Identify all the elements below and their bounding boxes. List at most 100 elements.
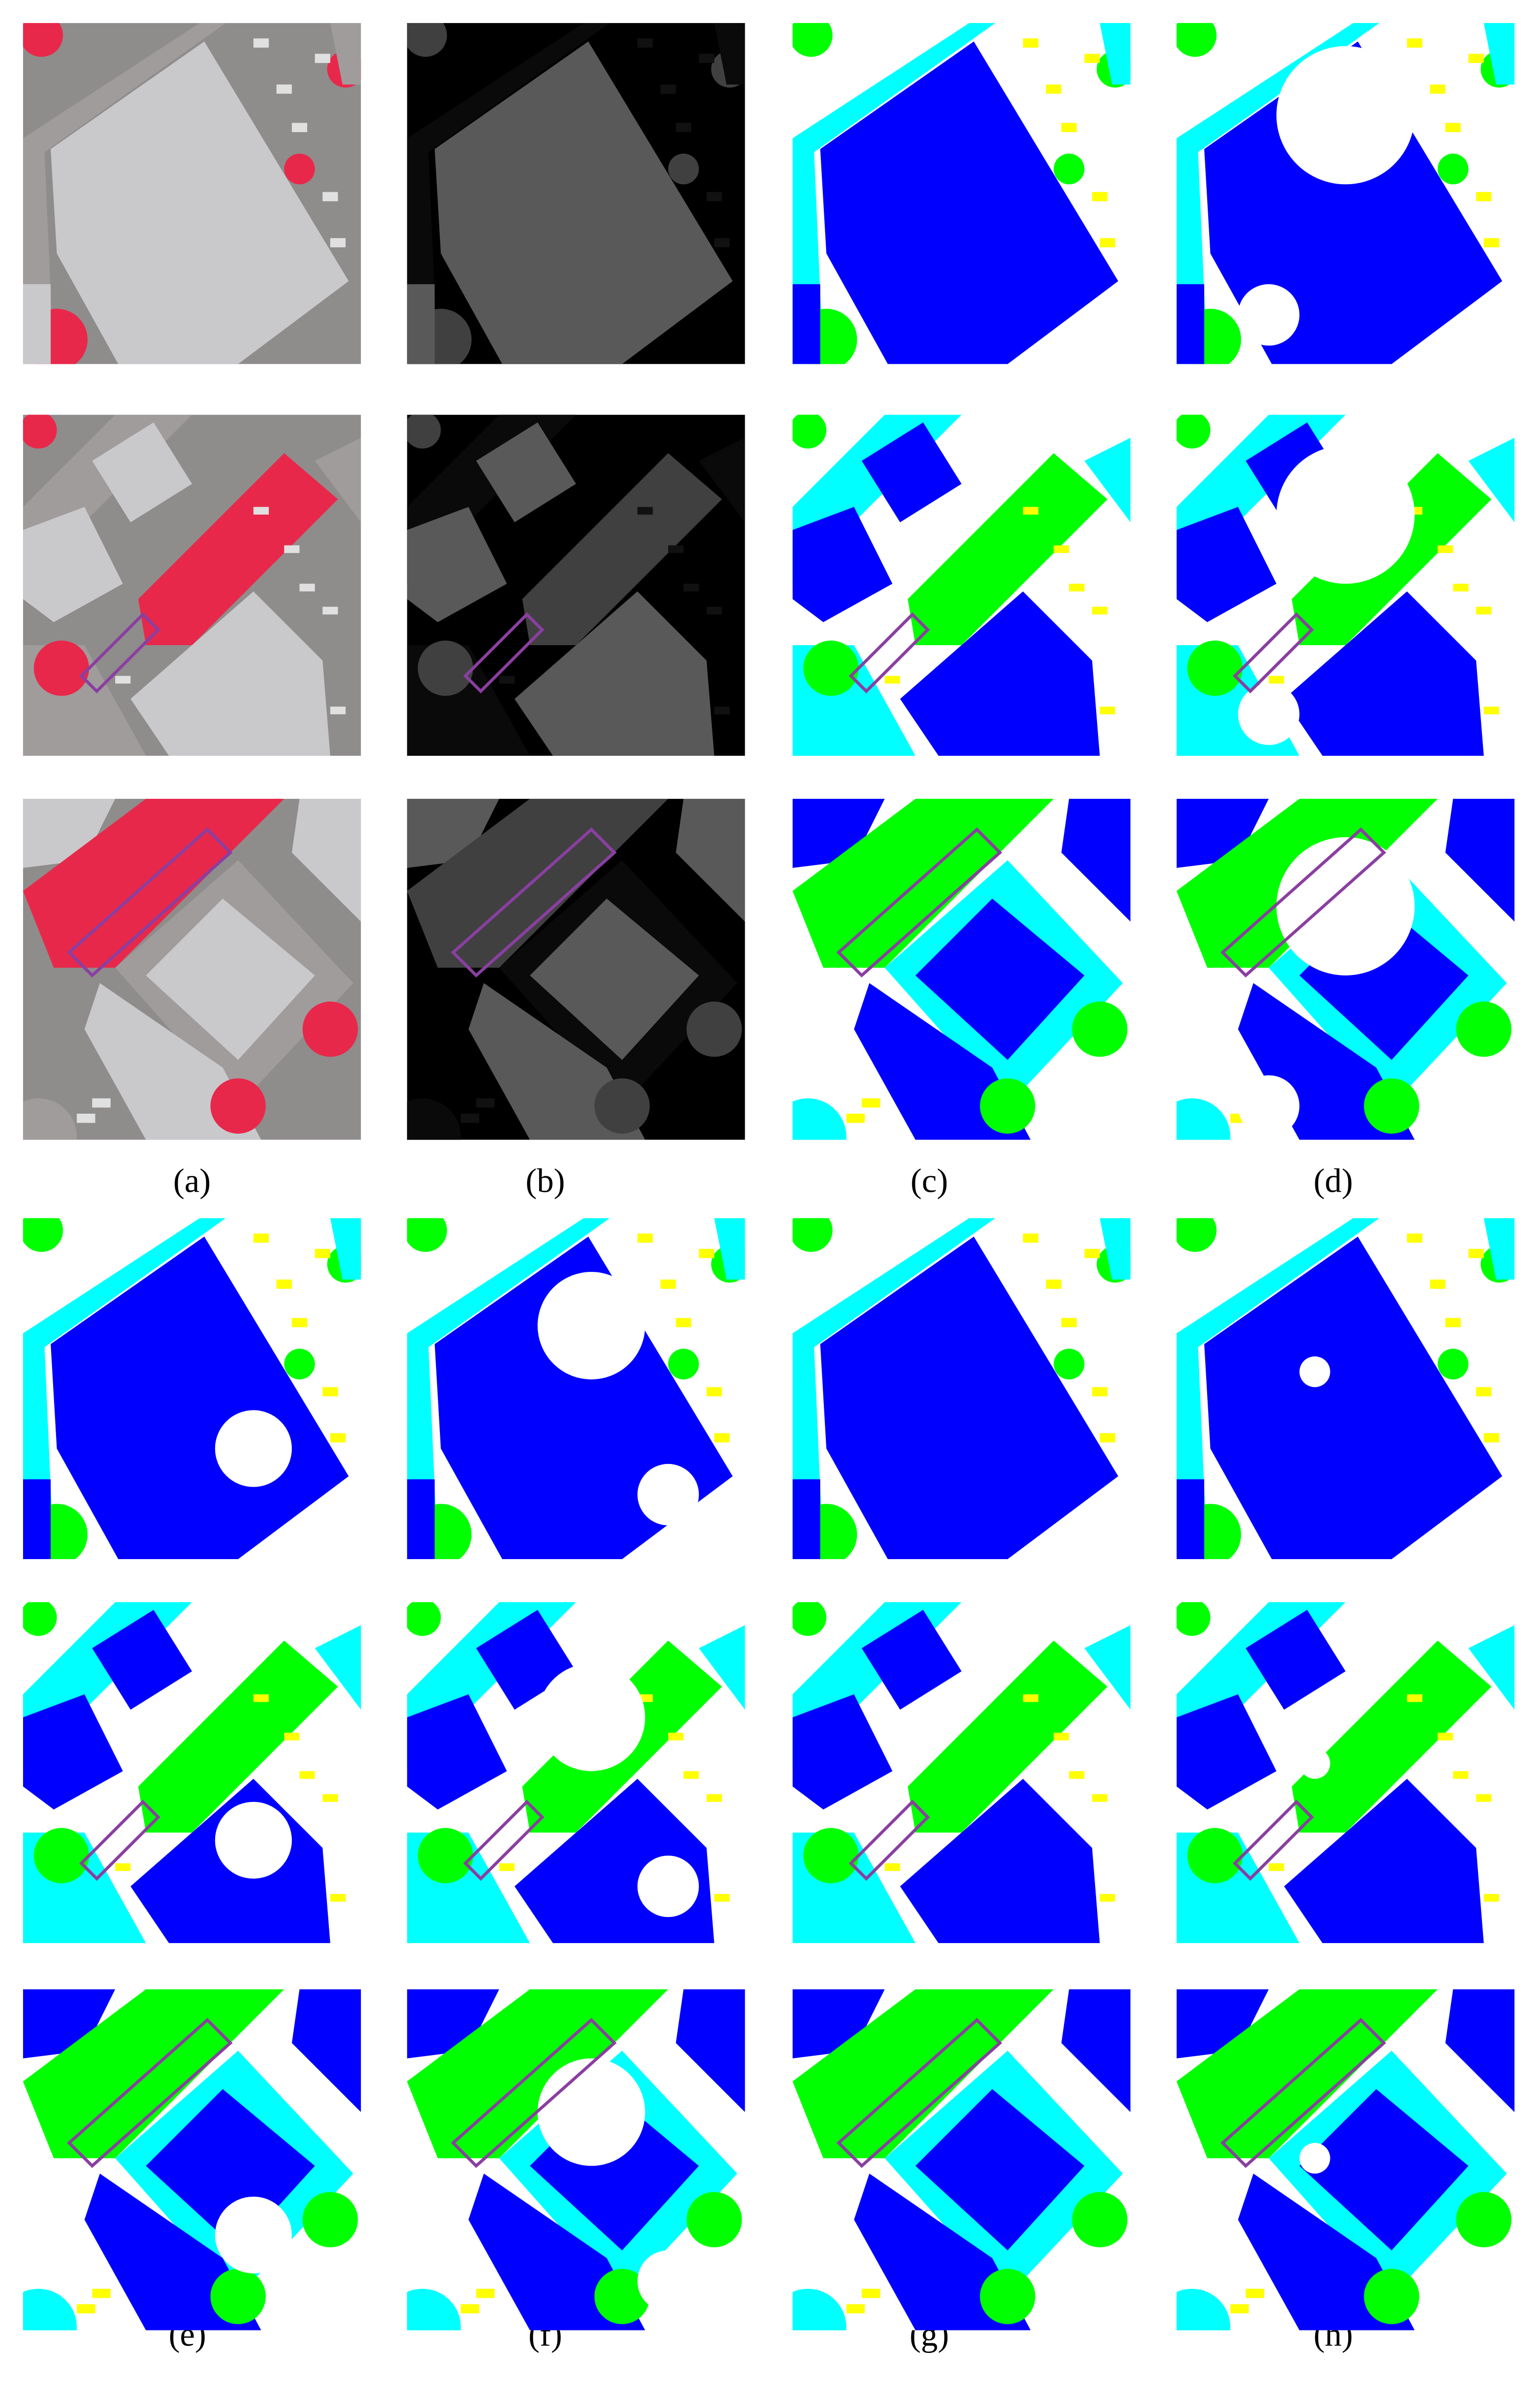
region: [299, 1771, 315, 1779]
region: [699, 1625, 745, 1710]
region: [330, 1894, 346, 1902]
region: [1476, 192, 1491, 202]
region: [23, 798, 116, 868]
region: [594, 2268, 650, 2324]
region: [1468, 54, 1484, 63]
region: [130, 591, 330, 756]
highlight-box: [836, 2018, 1002, 2168]
region: [907, 1640, 1108, 1833]
region: [1022, 1694, 1039, 1702]
region: [315, 437, 361, 523]
region: [1476, 607, 1491, 615]
region: [706, 607, 722, 615]
region: [714, 1894, 730, 1902]
region: [683, 584, 699, 592]
region: [1022, 1233, 1039, 1243]
region: [322, 1794, 338, 1802]
region: [146, 898, 315, 1060]
region: [884, 1863, 900, 1871]
region: [1100, 706, 1116, 715]
region: [115, 1863, 131, 1871]
region: [1054, 1732, 1070, 1741]
image-panel: [23, 23, 361, 364]
region: [1456, 1002, 1511, 1057]
region: [407, 23, 610, 364]
region: [292, 798, 361, 922]
region: [1437, 153, 1468, 185]
region: [1445, 798, 1515, 922]
region: [330, 238, 346, 248]
misclassified-region: [1299, 2143, 1330, 2174]
region: [1100, 1894, 1116, 1902]
highlight-box: [67, 2018, 233, 2168]
region: [1483, 23, 1515, 85]
region: [683, 1771, 699, 1779]
region: [330, 23, 361, 85]
region: [1061, 1318, 1077, 1327]
region: [861, 422, 962, 523]
region: [476, 2288, 495, 2298]
region: [1100, 1433, 1116, 1442]
region: [138, 453, 338, 645]
highlight-box: [79, 612, 161, 694]
region: [637, 38, 653, 48]
region: [499, 1863, 515, 1871]
highlight-box: [1220, 2018, 1386, 2168]
misclassified-region: [637, 1855, 699, 1917]
region: [1483, 1894, 1499, 1902]
region: [1299, 2089, 1468, 2251]
region: [1468, 1625, 1515, 1710]
region: [686, 2192, 742, 2247]
highlight-box: [67, 827, 233, 978]
highlight-box: [848, 612, 930, 694]
misclassified-region: [1238, 284, 1300, 346]
region: [210, 1078, 266, 1134]
image-panel: [792, 798, 1131, 1140]
region: [846, 2304, 865, 2313]
misclassified-region: [215, 2196, 292, 2274]
region: [1476, 1387, 1491, 1396]
region: [1022, 38, 1039, 48]
misclassified-region: [538, 2058, 645, 2166]
region: [676, 798, 745, 922]
region: [407, 1602, 441, 1636]
region: [407, 2288, 461, 2330]
highlight-box: [1233, 1799, 1314, 1881]
region: [668, 1348, 699, 1379]
region: [1437, 1348, 1468, 1379]
region: [1407, 38, 1422, 48]
region: [92, 422, 192, 523]
region: [92, 1098, 111, 1108]
region: [699, 437, 745, 523]
region: [1176, 798, 1269, 868]
panel-label: (a): [173, 1162, 211, 1200]
region: [1176, 1218, 1217, 1252]
image-panel: [23, 1989, 361, 2330]
region: [23, 1989, 116, 2059]
region: [115, 676, 131, 684]
region: [407, 1479, 435, 1560]
region: [476, 422, 576, 523]
region: [77, 1114, 96, 1123]
region: [792, 1098, 846, 1140]
region: [714, 706, 730, 715]
highlight-box: [463, 612, 545, 694]
region: [407, 1218, 610, 1560]
misclassified-region: [1276, 445, 1415, 584]
region: [315, 1249, 330, 1258]
region: [23, 1098, 77, 1140]
region: [1453, 1771, 1468, 1779]
image-panel: [23, 798, 361, 1140]
region: [92, 2288, 111, 2298]
region: [23, 1479, 51, 1560]
region: [1437, 1732, 1453, 1741]
region: [792, 798, 885, 868]
region: [499, 676, 515, 684]
region: [699, 1249, 715, 1258]
region: [686, 1002, 742, 1057]
region: [792, 1602, 962, 1771]
region: [792, 1479, 820, 1560]
region: [1176, 1218, 1379, 1560]
region: [1483, 1218, 1515, 1280]
region: [34, 1828, 90, 1883]
